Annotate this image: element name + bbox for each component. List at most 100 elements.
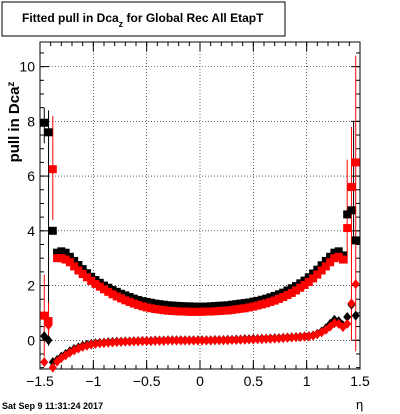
square-marker — [108, 290, 117, 299]
y-tick-label: 10 — [19, 59, 35, 75]
square-marker — [61, 248, 70, 257]
square-marker — [121, 296, 130, 305]
square-marker — [142, 297, 151, 306]
square-marker — [159, 300, 168, 309]
diamond-marker — [138, 336, 147, 347]
square-marker — [223, 306, 232, 315]
square-marker — [87, 276, 96, 285]
diamond-marker — [262, 333, 271, 344]
square-marker — [146, 298, 155, 307]
square-marker — [117, 294, 126, 303]
square-marker — [95, 282, 104, 291]
diamond-marker — [172, 335, 181, 346]
y-tick-label: 8 — [27, 113, 35, 129]
diamond-marker — [108, 337, 117, 348]
square-marker — [296, 279, 305, 288]
square-marker — [176, 302, 185, 311]
square-marker — [330, 248, 339, 257]
square-marker — [266, 297, 275, 306]
square-marker — [219, 301, 228, 310]
square-marker — [125, 293, 134, 302]
square-marker — [253, 301, 262, 310]
diamond-marker — [185, 335, 194, 346]
diamond-marker — [44, 320, 53, 331]
square-marker — [347, 206, 356, 215]
square-marker — [134, 296, 143, 305]
square-marker — [326, 252, 335, 261]
square-marker — [57, 247, 66, 256]
diamond-marker — [104, 337, 113, 348]
square-marker — [74, 266, 83, 275]
square-marker — [193, 307, 202, 316]
square-marker — [257, 295, 266, 304]
diamond-marker — [240, 334, 249, 345]
square-marker — [317, 261, 326, 270]
square-marker — [262, 294, 271, 303]
square-marker — [78, 270, 87, 279]
square-marker — [240, 304, 249, 313]
diamond-marker — [164, 335, 172, 346]
square-marker — [40, 118, 49, 127]
square-marker — [292, 282, 300, 291]
square-marker — [287, 284, 296, 293]
square-marker — [78, 265, 87, 274]
square-marker — [82, 273, 91, 282]
square-marker — [240, 299, 249, 308]
diamond-marker — [155, 335, 164, 346]
square-marker — [343, 210, 352, 219]
diamond-marker — [215, 335, 224, 346]
diamond-marker — [198, 335, 207, 346]
square-marker — [48, 226, 57, 235]
x-axis-label: η — [356, 397, 363, 412]
square-marker — [270, 296, 279, 305]
diamond-marker — [287, 332, 296, 343]
square-marker — [296, 283, 305, 292]
square-marker — [108, 285, 117, 294]
diamond-marker — [223, 335, 232, 346]
square-marker — [304, 273, 313, 282]
square-marker — [236, 299, 245, 308]
square-marker — [351, 158, 360, 167]
square-marker — [146, 304, 155, 313]
square-marker — [274, 290, 283, 299]
square-marker — [215, 306, 224, 315]
diamond-marker — [151, 335, 160, 346]
square-marker — [338, 255, 347, 264]
diamond-marker — [57, 353, 66, 364]
square-marker — [245, 303, 254, 312]
square-marker — [189, 307, 198, 316]
square-marker — [245, 298, 254, 307]
square-marker — [48, 165, 57, 174]
square-marker — [138, 302, 147, 311]
square-marker — [70, 256, 79, 265]
square-marker — [159, 306, 168, 315]
diamond-marker — [40, 357, 49, 368]
diamond-marker — [193, 335, 202, 346]
diamond-marker — [300, 331, 309, 342]
square-marker — [198, 307, 207, 316]
data-markers — [40, 118, 360, 373]
diamond-marker — [249, 334, 258, 345]
diamond-marker — [210, 335, 219, 346]
square-marker — [91, 279, 100, 288]
square-marker — [287, 288, 296, 297]
square-marker — [74, 261, 83, 270]
square-marker — [257, 300, 266, 309]
square-marker — [172, 301, 181, 310]
square-marker — [347, 183, 356, 192]
square-marker — [53, 248, 62, 257]
square-marker — [343, 224, 352, 233]
square-marker — [266, 293, 275, 302]
diamond-marker — [253, 334, 262, 345]
square-marker — [164, 301, 172, 310]
diamond-marker — [112, 337, 121, 348]
diamond-marker — [181, 335, 190, 346]
square-marker — [155, 305, 164, 314]
title-frame — [1, 1, 286, 37]
square-marker — [185, 307, 194, 316]
grid-lines — [40, 42, 360, 369]
diamond-marker — [129, 336, 138, 347]
square-marker — [236, 304, 245, 313]
square-marker — [210, 307, 219, 316]
